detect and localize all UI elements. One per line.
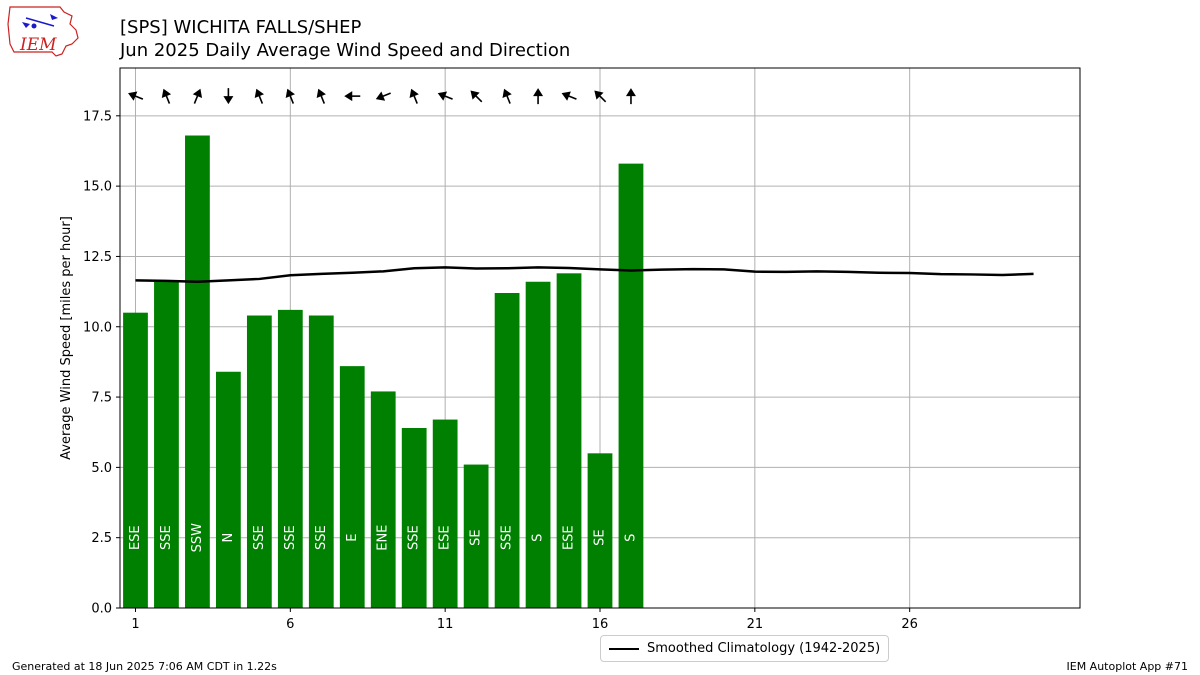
chart-title: [SPS] WICHITA FALLS/SHEP: [120, 17, 362, 38]
y-tick-label: 17.5: [83, 109, 112, 124]
chart-subtitle: Jun 2025 Daily Average Wind Speed and Di…: [120, 40, 571, 61]
wind-arrow-day-15: [561, 91, 577, 101]
iem-logo: IEM: [7, 6, 79, 57]
direction-label-day-3: SSW: [190, 523, 205, 553]
climatology-line: [135, 266, 1034, 284]
wind-arrow-day-13: [502, 88, 512, 104]
x-tick-label: 6: [286, 617, 294, 632]
bar-day-8: [339, 366, 365, 608]
y-tick-label: 15.0: [83, 180, 112, 195]
app-credit: IEM Autoplot App #71: [1066, 660, 1189, 673]
y-tick-label: 0.0: [91, 602, 112, 617]
wind-arrow-day-6: [285, 88, 295, 104]
wind-arrow-day-3: [192, 88, 203, 104]
x-tick-label: 11: [437, 617, 454, 632]
legend-climatology-label: Smoothed Climatology (1942-2025): [647, 641, 881, 656]
wind-arrow-day-4: [223, 88, 234, 105]
y-tick-label: 7.5: [91, 391, 112, 406]
bar-day-7: [308, 315, 334, 608]
bar-day-15: [556, 273, 582, 608]
x-tick-label: 16: [592, 617, 609, 632]
direction-label-day-10: SSE: [407, 525, 422, 550]
direction-label-day-4: N: [221, 533, 236, 543]
direction-label-day-16: SE: [593, 529, 608, 545]
bar-day-13: [494, 293, 520, 608]
wind-arrow-day-11: [437, 91, 453, 101]
bars: [123, 135, 644, 608]
legend-climatology-swatch: [609, 647, 639, 650]
axis-ticks: 1 6 11 16 21 260.02.55.07.510.012.515.017.5: [83, 109, 918, 632]
direction-label-day-13: SSE: [500, 525, 515, 550]
climatology-line-group: [135, 266, 1034, 284]
direction-label-day-2: SSE: [159, 525, 174, 550]
bar-day-6: [277, 309, 303, 608]
direction-label-day-5: SSE: [252, 525, 267, 550]
bar-day-5: [246, 315, 272, 608]
direction-label-day-12: SE: [469, 529, 484, 545]
bar-day-3: [185, 135, 210, 608]
logo-text: IEM: [19, 35, 57, 55]
y-axis-label: Average Wind Speed [miles per hour]: [59, 216, 74, 460]
generated-timestamp: Generated at 18 Jun 2025 7:06 AM CDT in …: [12, 660, 277, 673]
wind-arrow-day-7: [316, 88, 326, 104]
wind-arrow-day-2: [161, 88, 172, 104]
legend: Smoothed Climatology (1942-2025): [600, 635, 890, 662]
bar-day-11: [432, 419, 458, 608]
bar-day-10: [401, 428, 427, 608]
wind-arrow-day-10: [409, 88, 419, 104]
direction-label-day-7: SSE: [314, 525, 329, 550]
direction-label-day-14: S: [531, 534, 546, 542]
bar-day-1: [123, 312, 148, 608]
wind-arrow-day-8: [344, 91, 361, 102]
bar-day-9: [370, 391, 396, 608]
wind-arrow-day-17: [625, 88, 636, 105]
wind-arrow-day-5: [254, 88, 264, 104]
direction-label-day-17: S: [623, 534, 638, 542]
y-tick-label: 10.0: [83, 320, 112, 335]
y-tick-label: 5.0: [91, 461, 112, 476]
bar-day-12: [463, 464, 489, 608]
wind-arrow-day-12: [470, 90, 483, 103]
direction-labels: ESE SSE SSW N SSE SSE SSE E ENE SSE ESE SE SSE S ESE SE…: [128, 523, 638, 553]
wind-arrow-day-16: [594, 90, 607, 103]
wind-arrow-day-9: [375, 91, 391, 101]
x-tick-label: 1: [131, 617, 139, 632]
direction-arrows: [128, 88, 636, 105]
direction-label-day-1: ESE: [128, 525, 143, 550]
direction-label-day-6: SSE: [283, 525, 298, 550]
bar-day-14: [525, 281, 551, 608]
bar-day-2: [154, 281, 179, 608]
bar-day-16: [587, 453, 613, 608]
wind-arrow-day-14: [533, 88, 544, 105]
x-tick-label: 26: [901, 617, 918, 632]
y-tick-label: 12.5: [83, 250, 112, 265]
x-tick-label: 21: [747, 617, 764, 632]
direction-label-day-8: E: [345, 534, 360, 542]
y-tick-label: 2.5: [91, 531, 112, 546]
bar-day-17: [618, 163, 644, 608]
direction-label-day-11: ESE: [438, 525, 453, 550]
bar-day-4: [216, 371, 241, 608]
direction-label-day-15: ESE: [562, 525, 577, 550]
direction-label-day-9: ENE: [376, 525, 391, 551]
wind-arrow-day-1: [128, 91, 144, 101]
